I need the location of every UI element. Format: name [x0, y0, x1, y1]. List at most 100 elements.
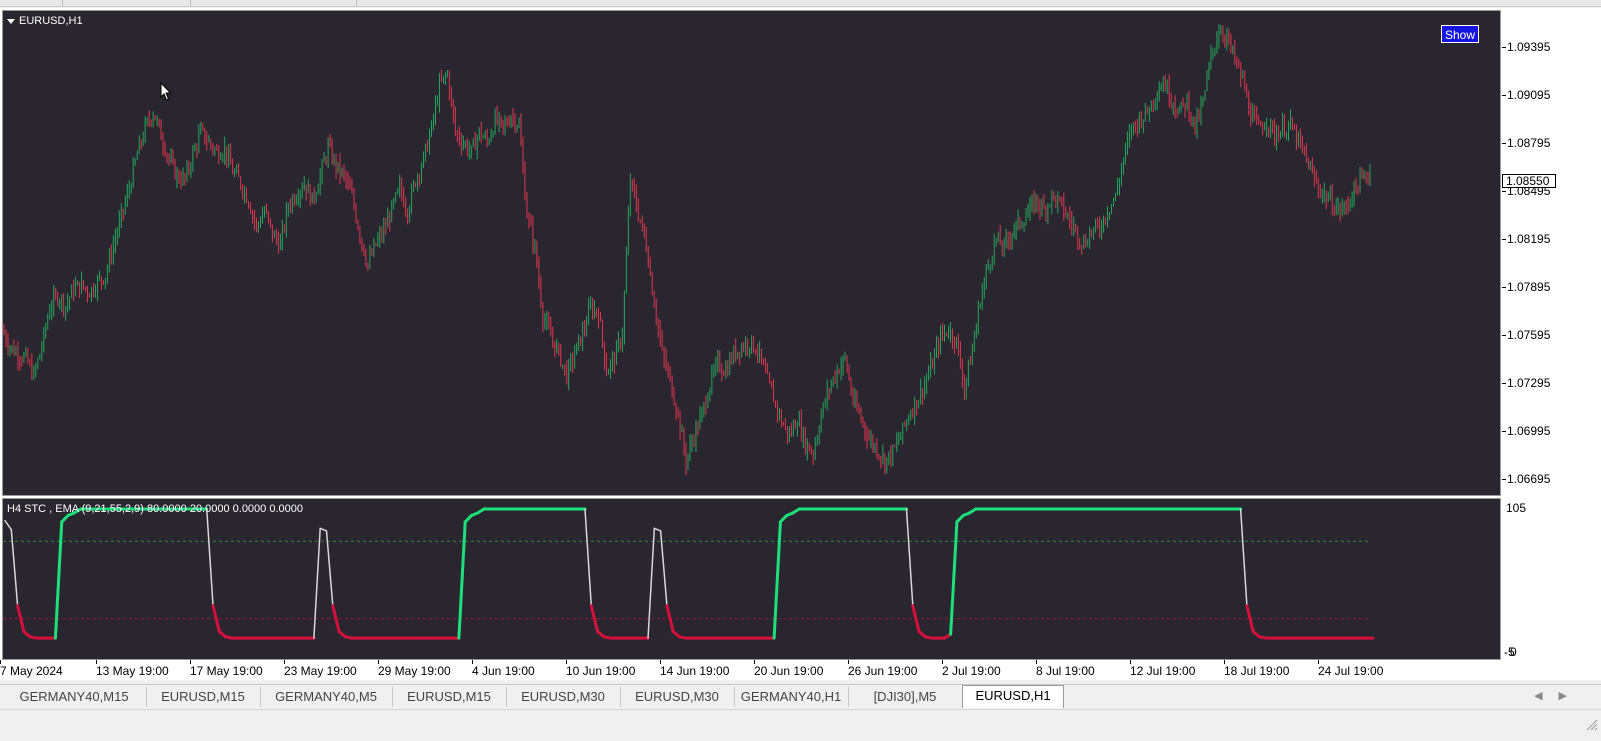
time-tick-label: 14 Jun 19:00	[660, 664, 730, 678]
tab-eurusd-h1[interactable]: EURUSD,H1	[962, 685, 1064, 708]
stc-segment	[325, 530, 334, 607]
price-tick	[1502, 479, 1506, 480]
tab-germany40-m5[interactable]: GERMANY40,M5	[260, 687, 393, 707]
stc-segment	[457, 520, 467, 640]
tab-eurusd-m15[interactable]: EURUSD,M15	[392, 687, 507, 707]
price-tick-label: 1.06995	[1507, 424, 1551, 438]
toolbar-segment	[62, 0, 191, 6]
time-tick-label: 23 May 19:00	[284, 664, 357, 678]
time-tick	[566, 660, 567, 664]
time-tick-label: 20 Jun 19:00	[754, 664, 824, 678]
time-tick	[1318, 660, 1319, 664]
time-tick	[754, 660, 755, 664]
stc-segment	[647, 527, 656, 639]
stc-segment	[331, 604, 341, 634]
stc-indicator-chart	[3, 507, 1375, 640]
price-tick	[1502, 95, 1506, 96]
indicator-scale-label: 0	[1510, 645, 1517, 659]
stc-segment	[911, 604, 921, 634]
indicator-scale[interactable]: 105 -5 0	[1502, 498, 1601, 660]
stc-segment	[659, 530, 668, 607]
symbol-label-text: EURUSD,H1	[19, 15, 83, 27]
stc-segment	[211, 604, 221, 634]
time-tick-label: 7 May 2024	[0, 664, 63, 678]
price-tick-label: 1.09095	[1507, 88, 1551, 102]
time-tick	[942, 660, 943, 664]
time-tick	[0, 660, 1, 664]
time-tick	[848, 660, 849, 664]
price-tick	[1502, 143, 1506, 144]
stc-segment	[10, 528, 19, 607]
stc-segment	[1239, 508, 1248, 607]
price-scale[interactable]: 1.09395 1.09095 1.08795 1.08495 1.08195 1.078…	[1502, 10, 1601, 496]
indicator-pane[interactable]: H4 STC , EMA (9,21,55,2,9) 80.0000 20.00…	[2, 498, 1501, 660]
price-tick	[1502, 47, 1506, 48]
stc-segment	[1245, 604, 1255, 634]
tab-eurusd-m30[interactable]: EURUSD,M30	[620, 687, 735, 707]
price-tick	[1502, 383, 1506, 384]
price-tick	[1502, 191, 1506, 192]
toolbar-segment	[0, 0, 63, 6]
time-tick-label: 17 May 19:00	[190, 664, 263, 678]
time-tick-label: 8 Jul 19:00	[1036, 664, 1095, 678]
status-bar	[0, 709, 1601, 736]
stc-segment	[463, 513, 474, 524]
price-tick-label: 1.07295	[1507, 376, 1551, 390]
tab--dji30-m5[interactable]: [DJI30],M5	[848, 687, 963, 707]
tab-eurusd-m15[interactable]: EURUSD,M15	[146, 687, 261, 707]
stc-segment	[778, 513, 789, 524]
time-tick	[1036, 660, 1037, 664]
price-tick-label: 1.07895	[1507, 280, 1551, 294]
tab-germany40-m15[interactable]: GERMANY40,M15	[2, 687, 147, 707]
price-tick	[1502, 335, 1506, 336]
time-tick	[96, 660, 97, 664]
scroll-right-icon[interactable]: ▶	[1558, 690, 1583, 702]
stc-segment	[53, 520, 64, 640]
tab-germany40-h1[interactable]: GERMANY40,H1	[734, 687, 849, 707]
indicator-scale-label: 105	[1506, 501, 1527, 515]
indicator-label: H4 STC , EMA (9,21,55,2,9) 80.0000 20.00…	[7, 503, 303, 515]
time-tick-label: 29 May 19:00	[378, 664, 451, 678]
price-chart-pane[interactable]: EURUSD,H1 Show	[2, 10, 1501, 496]
time-tick	[190, 660, 191, 664]
current-price-label: 1.08550	[1502, 174, 1556, 188]
show-button[interactable]: Show	[1441, 25, 1479, 43]
stc-segment	[205, 508, 214, 607]
stc-segment	[584, 508, 593, 607]
time-tick	[472, 660, 473, 664]
stc-segment	[313, 527, 321, 639]
time-tick	[284, 660, 285, 664]
stc-segment	[905, 508, 914, 607]
stc-segment	[4, 519, 13, 531]
tab-eurusd-m30[interactable]: EURUSD,M30	[506, 687, 621, 707]
time-tick	[1224, 660, 1225, 664]
tab-scroll-arrows[interactable]: ◀▶	[1534, 689, 1583, 702]
top-toolbar-strip	[0, 0, 1601, 7]
scroll-left-icon[interactable]: ◀	[1534, 690, 1559, 702]
chart-window[interactable]: EURUSD,H1 Show 1.09395 1.09095 1.08795 1.08…	[0, 8, 1601, 680]
time-tick-label: 24 Jul 19:00	[1318, 664, 1384, 678]
time-tick	[1130, 660, 1131, 664]
stc-segment	[665, 604, 675, 634]
stc-segment	[949, 520, 959, 636]
indicator-scale-label: -5	[1504, 645, 1515, 659]
symbol-label[interactable]: EURUSD,H1	[7, 15, 83, 27]
time-tick-label: 26 Jun 19:00	[848, 664, 918, 678]
time-tick-label: 13 May 19:00	[96, 664, 169, 678]
chart-tab-bar: GERMANY40,M15 EURUSD,M15 GERMANY40,M5 EURUS…	[0, 684, 1601, 709]
resize-grip-icon[interactable]	[1559, 710, 1599, 736]
time-tick-label: 2 Jul 19:00	[942, 664, 1001, 678]
price-tick	[1502, 431, 1506, 432]
price-tick-label: 1.07595	[1507, 328, 1551, 342]
time-tick	[660, 660, 661, 664]
price-tick-label: 1.09395	[1507, 40, 1551, 54]
stc-segment	[955, 513, 965, 524]
price-tick-label: 1.06695	[1507, 472, 1551, 486]
time-tick-label: 12 Jul 19:00	[1130, 664, 1196, 678]
time-tick-label: 4 Jun 19:00	[472, 664, 535, 678]
dropdown-triangle-icon[interactable]	[7, 18, 15, 24]
price-tick-label: 1.08795	[1507, 136, 1551, 150]
stc-segment	[319, 527, 328, 532]
stc-segment	[60, 513, 70, 524]
time-scale[interactable]: 7 May 2024 13 May 19:00 17 May 19:00 23 May…	[0, 660, 1501, 680]
